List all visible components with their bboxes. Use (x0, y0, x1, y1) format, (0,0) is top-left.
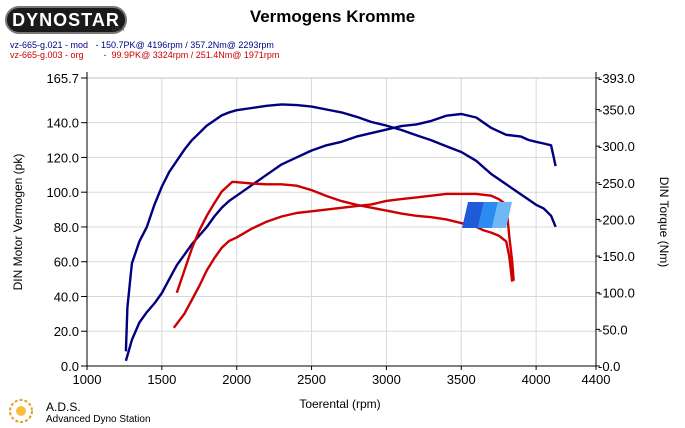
tick-labels: 1000 1500 2000 2500 3000 3500 4000 4400 0.0 20.0 4… (46, 71, 634, 387)
series-line-mod-power (124, 112, 557, 362)
y2-tick-label: -200.0 (598, 212, 635, 227)
y-tick-label: 20.0 (54, 324, 79, 339)
chart-title: Vermogens Kromme (249, 7, 416, 26)
grid (86, 77, 597, 367)
series-line-org-torque (175, 180, 514, 294)
run-label-org: vz-665-g.003 - org - 99.9PK@ 3324rpm / 2… (10, 50, 280, 60)
dynostar-logo: DYNOSTAR (5, 6, 127, 34)
run-label-mod: vz-665-g.021 - mod - 150.7PK@ 4196rpm / … (10, 40, 274, 50)
axes (81, 72, 600, 370)
y2-axis-label: DIN Torque (Nm) (657, 177, 671, 267)
x-tick-label: 1500 (147, 372, 176, 387)
x-tick-label: 3500 (447, 372, 476, 387)
y2-tick-label: -0.0 (598, 359, 620, 374)
y-tick-label: 40.0 (54, 289, 79, 304)
y2-tick-label: -350.0 (598, 103, 635, 118)
series-layer (124, 103, 557, 362)
x-tick-label: 3000 (372, 372, 401, 387)
series-line-org-power (172, 192, 515, 329)
logo-sub: USA (112, 27, 125, 33)
x-tick-label: 4400 (582, 372, 611, 387)
y-tick-label: 165.7 (46, 71, 79, 86)
y2-tick-label: -100.0 (598, 286, 635, 301)
y-tick-label: 100.0 (46, 185, 79, 200)
y-tick-label: 0.0 (61, 359, 79, 374)
plot-area (87, 78, 596, 366)
y-tick-label: 80.0 (54, 220, 79, 235)
ads-name: A.D.S. (46, 400, 81, 414)
y-tick-label: 120.0 (46, 150, 79, 165)
y-axis-label: DIN Motor Vermogen (pk) (11, 154, 25, 291)
watermark-badge-icon (462, 202, 512, 228)
x-tick-label: 2000 (222, 372, 251, 387)
x-tick-label: 4000 (522, 372, 551, 387)
y2-tick-label: -50.0 (598, 322, 628, 337)
y-tick-label: 140.0 (46, 116, 79, 131)
ads-logo-icon (9, 399, 33, 423)
y2-tick-label: -300.0 (598, 139, 635, 154)
y2-tick-label: -250.0 (598, 176, 635, 191)
ads-full-name: Advanced Dyno Station (46, 414, 151, 425)
logo-text: DYNOSTAR (12, 10, 120, 30)
x-axis-label: Toerental (rpm) (299, 397, 380, 411)
y2-tick-label: -150.0 (598, 249, 635, 264)
x-tick-label: 2500 (297, 372, 326, 387)
y2-tick-label: -393.0 (598, 71, 635, 86)
y-tick-label: 60.0 (54, 255, 79, 270)
series-line-mod-torque (124, 103, 557, 352)
x-tick-label: 1000 (73, 372, 102, 387)
